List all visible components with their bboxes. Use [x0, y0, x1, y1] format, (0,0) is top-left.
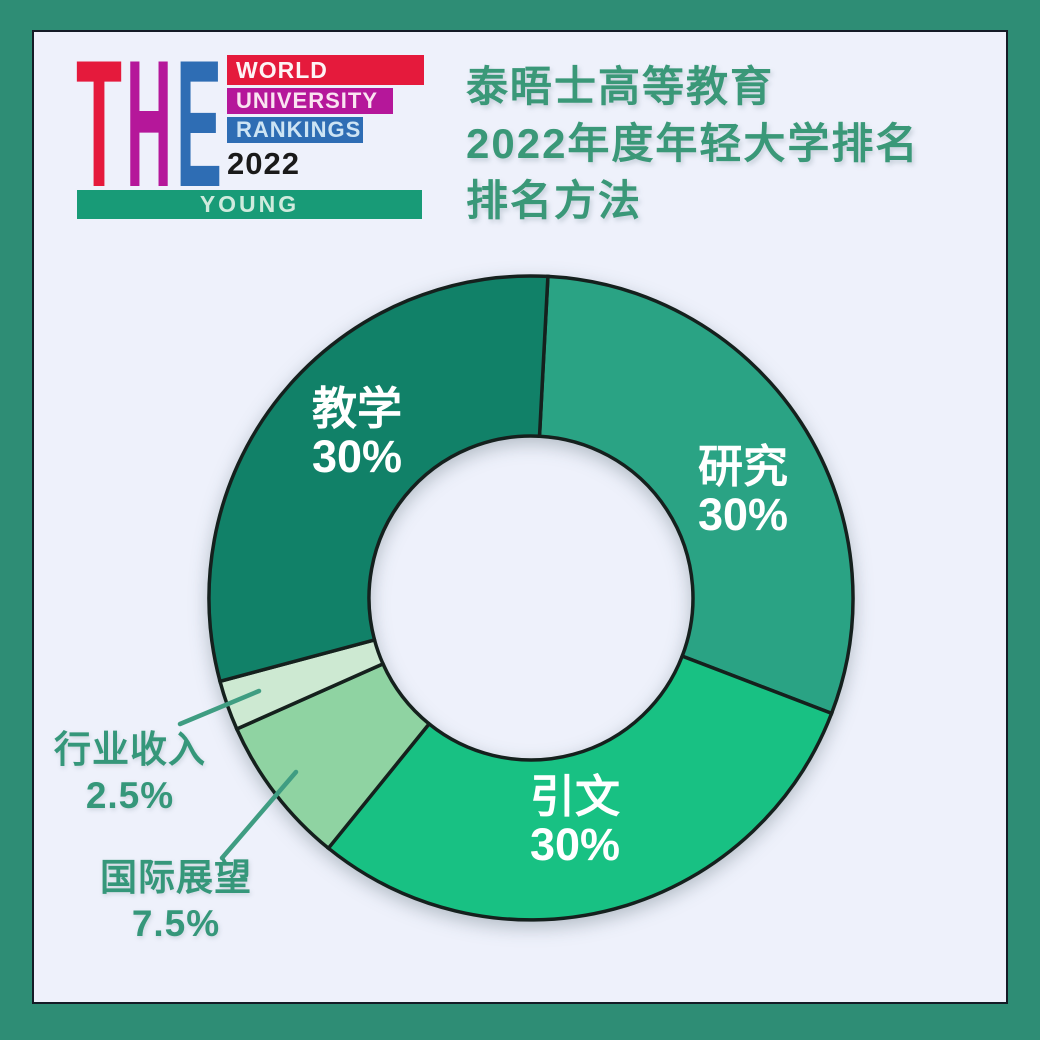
- title-line-3: 排名方法: [466, 177, 643, 224]
- leader-line-industry-income: [177, 688, 262, 727]
- pie-slice-research: [537, 274, 855, 716]
- callout-intl-value: 7.5%: [131, 903, 221, 944]
- slice-label-research-value: 30%: [698, 489, 788, 540]
- title-line-2: 2022年度年轻大学排名: [466, 120, 920, 167]
- donut-slices: [207, 274, 855, 922]
- slice-label-citations-value: 30%: [530, 819, 620, 870]
- callout-intl-label: 国际展望: [100, 857, 252, 898]
- pie-slice-teaching: [207, 274, 550, 684]
- callout-international-outlook: 国际展望 7.5%: [76, 855, 276, 947]
- title-line-1: 泰晤士高等教育: [466, 63, 775, 110]
- leader-line-international-outlook: [219, 769, 299, 861]
- callout-industry-value: 2.5%: [85, 775, 175, 816]
- page-title: 泰晤士高等教育 2022年度年轻大学排名 排名方法: [466, 58, 1006, 229]
- callout-industry-label: 行业收入: [54, 729, 206, 770]
- slice-label-teaching-value: 30%: [312, 431, 402, 482]
- slice-label-teaching-name: 教学: [312, 383, 402, 434]
- pie-slice-citations: [325, 653, 834, 922]
- callout-industry-income: 行业收入 2.5%: [30, 727, 230, 819]
- slice-label-citations-name: 引文: [530, 771, 620, 822]
- slice-label-research-name: 研究: [698, 441, 788, 492]
